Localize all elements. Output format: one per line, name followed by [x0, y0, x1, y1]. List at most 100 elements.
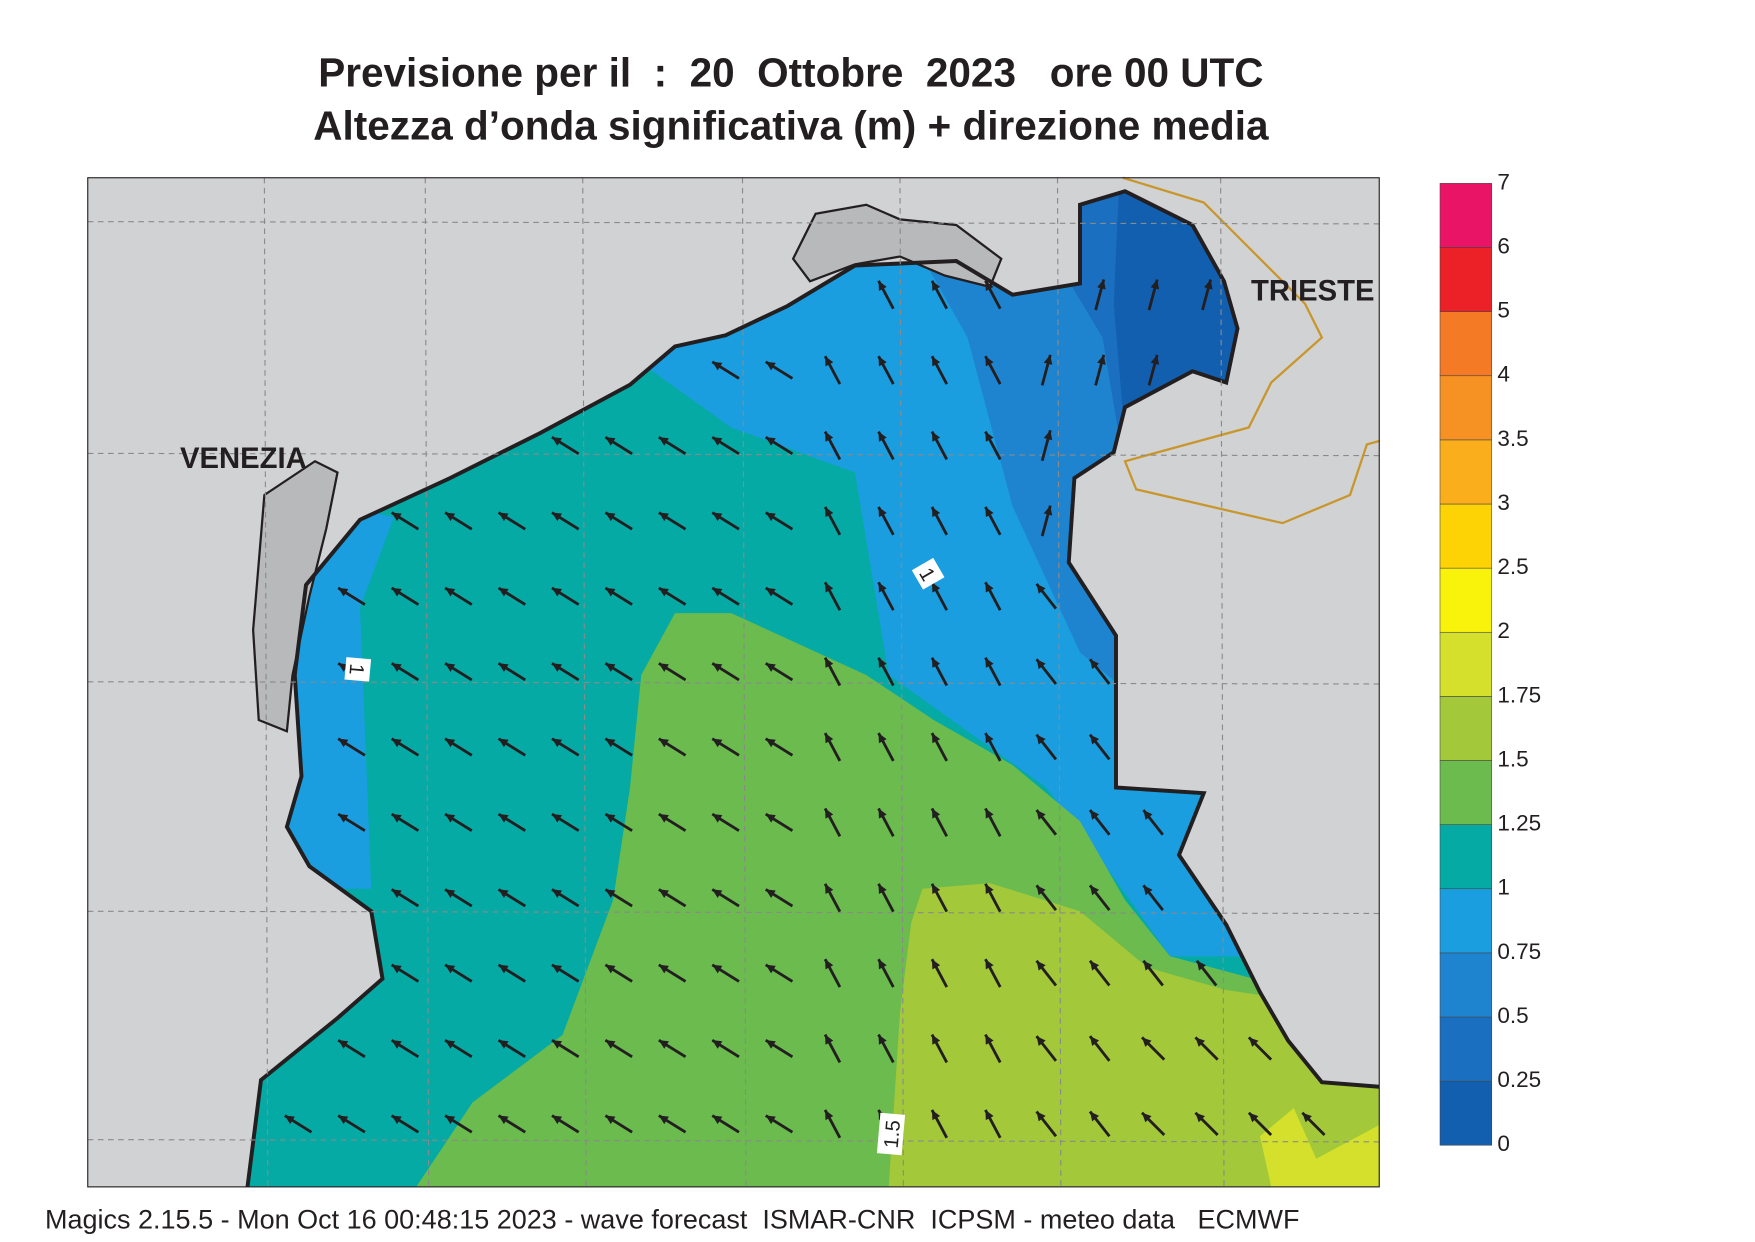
- arrow-head: [338, 814, 349, 823]
- arrow-head: [765, 663, 776, 672]
- arrow-head: [878, 1034, 887, 1045]
- colorbar: 0 0.25 0.5 0.75 1 1.25 1.5 1.75 2 2.5 3 3.5 4 5 6 7: [1439, 169, 1541, 1156]
- arrow-head: [985, 808, 994, 819]
- arrow-head: [658, 964, 669, 974]
- arrow-head: [985, 356, 994, 367]
- arrow-head: [878, 657, 887, 668]
- arrow-head: [765, 814, 776, 823]
- arrow-head: [605, 663, 616, 672]
- parallel: [87, 681, 1380, 685]
- arrow-head: [658, 889, 669, 898]
- frame: [87, 177, 1380, 1188]
- arrow-head: [825, 1034, 834, 1045]
- arrow-head: [825, 356, 834, 367]
- arrow-head: [825, 1109, 834, 1121]
- colorbar-label: 0.25: [1497, 1067, 1541, 1092]
- arrow-head: [658, 437, 669, 446]
- parallel: [87, 221, 1380, 225]
- colorbar-band: [1439, 888, 1493, 954]
- colorbar-band: [1439, 503, 1493, 569]
- arrow-head: [605, 437, 616, 446]
- arrow-head: [1036, 1111, 1046, 1122]
- arrow-head: [1143, 960, 1153, 971]
- arrow-head: [1036, 734, 1046, 745]
- arrow-head: [712, 663, 723, 672]
- arrow-head: [605, 814, 616, 823]
- arrow-head: [551, 964, 563, 974]
- colorbar-label: 1.25: [1497, 811, 1541, 836]
- colorbar-label: 5: [1497, 298, 1510, 323]
- colorbar-band: [1439, 567, 1493, 633]
- arrow-head: [445, 738, 456, 748]
- arrow-head: [931, 733, 941, 744]
- arrow-head: [1036, 583, 1046, 594]
- arrow-head: [931, 1034, 941, 1045]
- arrow-head: [1143, 809, 1153, 820]
- colorbar-band: [1439, 183, 1493, 248]
- arrow-head: [1141, 1037, 1152, 1047]
- arrow-head: [825, 582, 834, 593]
- arrow-head: [498, 964, 509, 974]
- arrow-head: [551, 738, 563, 748]
- arrow-head: [1141, 1112, 1152, 1123]
- arrow-head: [338, 587, 349, 597]
- arrow-head: [658, 587, 669, 597]
- arrow-head: [825, 733, 834, 744]
- arrow-head: [551, 889, 563, 898]
- arrow-head: [391, 663, 402, 672]
- colorbar-band: [1439, 311, 1493, 377]
- arrow-head: [985, 657, 994, 668]
- arrow-head: [1036, 885, 1046, 896]
- karst-land: [791, 203, 1003, 289]
- footer: Magics 2.15.5 - Mon Oct 16 00:48:15 2023…: [45, 1205, 1299, 1235]
- colorbar-band: [1439, 375, 1493, 441]
- place-label: VENEZIA: [180, 443, 307, 475]
- arrow-head: [1036, 809, 1046, 820]
- parallel: [87, 1139, 1380, 1143]
- arrow-head: [1036, 1036, 1046, 1046]
- arrow-head: [825, 657, 834, 668]
- arrow-head: [878, 431, 887, 442]
- colorbar-label: 3: [1497, 490, 1510, 515]
- label-box: [876, 1112, 906, 1156]
- meridian: [582, 177, 587, 1187]
- arrow-head: [765, 361, 776, 371]
- arrow-head: [605, 1040, 616, 1049]
- parallel: [87, 910, 1380, 915]
- arrow-head: [765, 512, 776, 522]
- arrow-head: [765, 437, 776, 446]
- arrow-head: [658, 1115, 669, 1125]
- arrow-head: [498, 814, 509, 823]
- wave-direction-arrows: [284, 279, 1326, 1139]
- arrow-head: [712, 361, 723, 371]
- arrow-head: [551, 512, 563, 522]
- arrow-head: [878, 883, 887, 894]
- arrow-head: [1302, 1112, 1312, 1123]
- label-box: [911, 557, 945, 590]
- graticule: [87, 177, 1380, 1187]
- arrow-head: [551, 1040, 563, 1049]
- arrow-head: [605, 964, 616, 974]
- arrow-head: [1195, 1037, 1205, 1047]
- arrow-head: [931, 959, 941, 970]
- arrow-head: [1089, 1036, 1100, 1046]
- arrow-head: [498, 587, 509, 597]
- arrow-head: [765, 889, 776, 898]
- title-line: Altezza d’onda significativa (m) + direz…: [313, 103, 1269, 149]
- colorbar-band: [1439, 760, 1493, 825]
- arrow-head: [1089, 659, 1100, 670]
- arrow-head: [658, 1040, 669, 1049]
- colorbar-label: 0.5: [1497, 1003, 1528, 1028]
- arrow-head: [391, 964, 402, 974]
- arrow-head: [931, 883, 941, 894]
- arrow-head: [931, 808, 941, 819]
- arrow-head: [712, 1040, 723, 1049]
- arrow-head: [605, 738, 616, 748]
- contour-text: 1.5: [881, 1119, 905, 1149]
- arrow-head: [551, 587, 563, 597]
- arrow-head: [391, 1040, 402, 1049]
- label-box: [344, 657, 372, 682]
- arrow-head: [338, 738, 349, 748]
- arrow-head: [391, 512, 402, 522]
